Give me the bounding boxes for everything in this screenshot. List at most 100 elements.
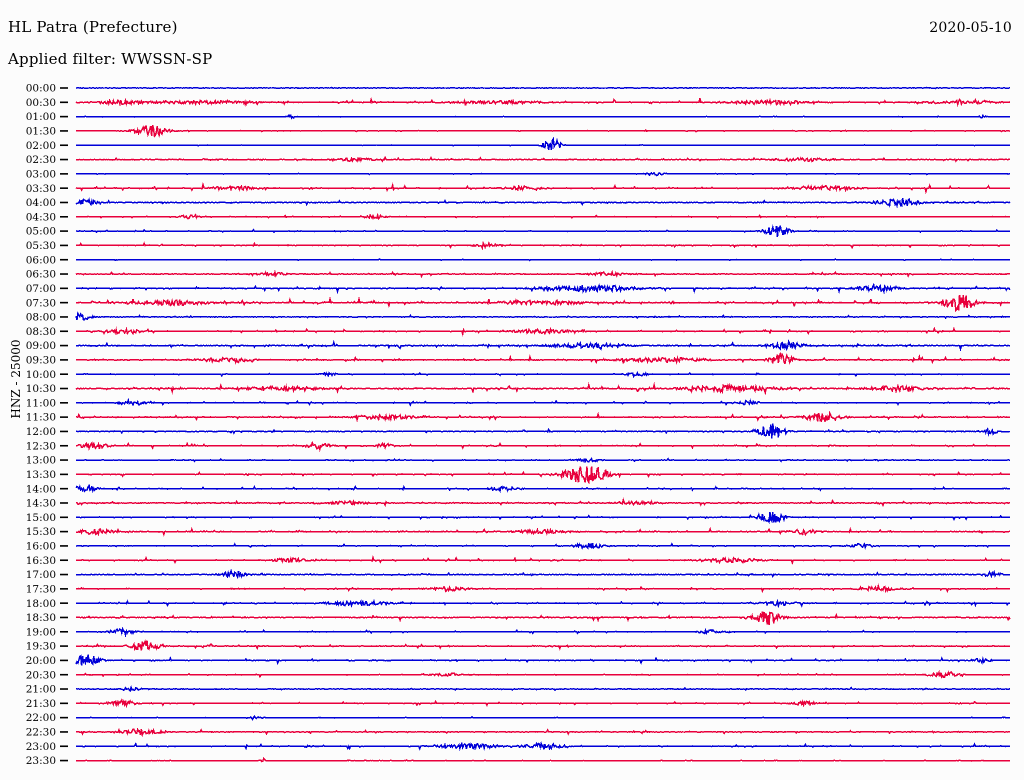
record-date: 2020-05-10 [929, 20, 1012, 36]
page-title: HL Patra (Prefecture) [8, 18, 178, 36]
seismic-trace [75, 669, 1011, 679]
seismic-trace [75, 224, 1011, 237]
trace-row: 02:00 [26, 136, 1011, 152]
seismic-trace [75, 269, 1011, 279]
time-axis-label: 01:30 [26, 126, 56, 138]
time-axis-label: 11:00 [26, 397, 56, 409]
time-axis-label: 15:30 [26, 526, 56, 538]
seismic-trace [75, 212, 1011, 221]
trace-row: 01:00 [26, 111, 1011, 123]
seismic-trace [75, 684, 1011, 693]
time-axis-label: 08:00 [26, 312, 56, 324]
time-axis-label: 07:30 [26, 297, 56, 309]
seismic-trace [75, 370, 1011, 379]
time-axis-label: 22:00 [26, 712, 56, 724]
trace-row: 13:30 [26, 466, 1011, 485]
seismic-trace [75, 86, 1011, 90]
time-axis-label: 12:30 [26, 440, 56, 452]
time-axis-label: 12:00 [26, 426, 56, 438]
time-axis-label: 20:00 [26, 655, 56, 667]
seismic-trace [75, 526, 1011, 537]
seismic-trace [75, 124, 1011, 139]
trace-row: 00:00 [26, 83, 1011, 95]
seismic-trace [75, 351, 1011, 365]
time-axis-label: 16:30 [26, 555, 56, 567]
seismic-trace [75, 294, 1011, 312]
time-axis-label: 21:30 [26, 698, 56, 710]
time-axis-label: 17:00 [26, 569, 56, 581]
trace-row: 11:00 [26, 397, 1011, 409]
time-axis-label: 23:00 [26, 741, 56, 753]
trace-row: 15:30 [26, 526, 1011, 538]
seismic-trace [75, 181, 1011, 195]
time-axis-label: 13:00 [26, 455, 56, 467]
seismic-trace [75, 382, 1011, 396]
seismic-trace [75, 497, 1011, 508]
time-axis-label: 05:00 [26, 226, 56, 238]
seismic-trace [75, 155, 1011, 164]
time-axis-label: 06:00 [26, 254, 56, 266]
seismic-trace [75, 715, 1011, 722]
seismic-trace [75, 483, 1011, 494]
trace-row: 03:30 [26, 181, 1011, 195]
seismic-trace [75, 282, 1011, 295]
helicorder-plot: 00:00 00:30 01:00 01:30 02:00 02:30 03:00 03:30… [0, 78, 1024, 778]
trace-row: 22:30 [26, 727, 1011, 739]
time-axis-label: 10:00 [26, 369, 56, 381]
trace-row: 00:30 [26, 97, 1011, 109]
trace-row: 03:00 [26, 168, 1011, 180]
time-axis-label: 18:30 [26, 612, 56, 624]
seismic-trace [75, 756, 1011, 763]
seismic-trace [75, 410, 1011, 423]
time-axis-label: 16:00 [26, 541, 56, 553]
applied-filter-label: Applied filter: WWSSN-SP [8, 50, 213, 68]
seismic-trace [75, 727, 1011, 738]
time-axis-label: 05:30 [26, 240, 56, 252]
trace-row: 08:00 [26, 311, 1011, 324]
trace-row: 10:00 [26, 369, 1011, 381]
time-axis-label: 13:30 [26, 469, 56, 481]
trace-row: 05:30 [26, 240, 1011, 252]
trace-row: 16:30 [26, 555, 1011, 567]
seismic-trace [75, 598, 1011, 609]
time-axis-label: 09:00 [26, 340, 56, 352]
time-axis-label: 18:00 [26, 598, 56, 610]
seismic-trace [75, 568, 1011, 580]
trace-row: 12:00 [26, 423, 1011, 439]
seismic-trace [75, 197, 1011, 209]
time-axis-label: 10:30 [26, 383, 56, 395]
seismic-trace [75, 611, 1011, 625]
seismic-trace [75, 311, 1011, 321]
time-axis-label: 22:30 [26, 727, 56, 739]
time-axis-label: 07:00 [26, 283, 56, 295]
trace-row: 14:30 [26, 497, 1011, 510]
trace-row: 08:30 [26, 326, 1011, 338]
time-axis-label: 23:30 [26, 755, 56, 767]
seismic-trace [75, 136, 1011, 151]
seismic-trace [75, 698, 1011, 709]
seismic-trace [75, 583, 1011, 594]
trace-row: 17:30 [26, 583, 1011, 595]
trace-row: 20:00 [26, 654, 1011, 667]
seismic-trace [75, 740, 1011, 752]
time-axis-label: 02:30 [26, 154, 56, 166]
seismic-trace [75, 171, 1011, 177]
time-axis-label: 17:30 [26, 583, 56, 595]
seismic-trace [75, 654, 1011, 666]
trace-row: 12:30 [26, 440, 1011, 452]
trace-row: 17:00 [26, 568, 1011, 581]
seismic-trace [75, 541, 1010, 550]
time-axis-label: 14:00 [26, 483, 56, 495]
seismic-trace [75, 440, 1011, 452]
seismic-trace [75, 397, 1011, 407]
trace-row: 04:00 [26, 197, 1011, 209]
time-axis-label: 01:00 [26, 111, 56, 123]
trace-row: 16:00 [26, 541, 1010, 553]
time-axis-label: 21:00 [26, 684, 56, 696]
time-axis-label: 09:30 [26, 354, 56, 366]
time-axis-label: 00:00 [26, 83, 56, 95]
trace-row: 21:00 [26, 684, 1011, 696]
seismic-trace [75, 326, 1011, 337]
time-axis-label: 03:00 [26, 168, 56, 180]
